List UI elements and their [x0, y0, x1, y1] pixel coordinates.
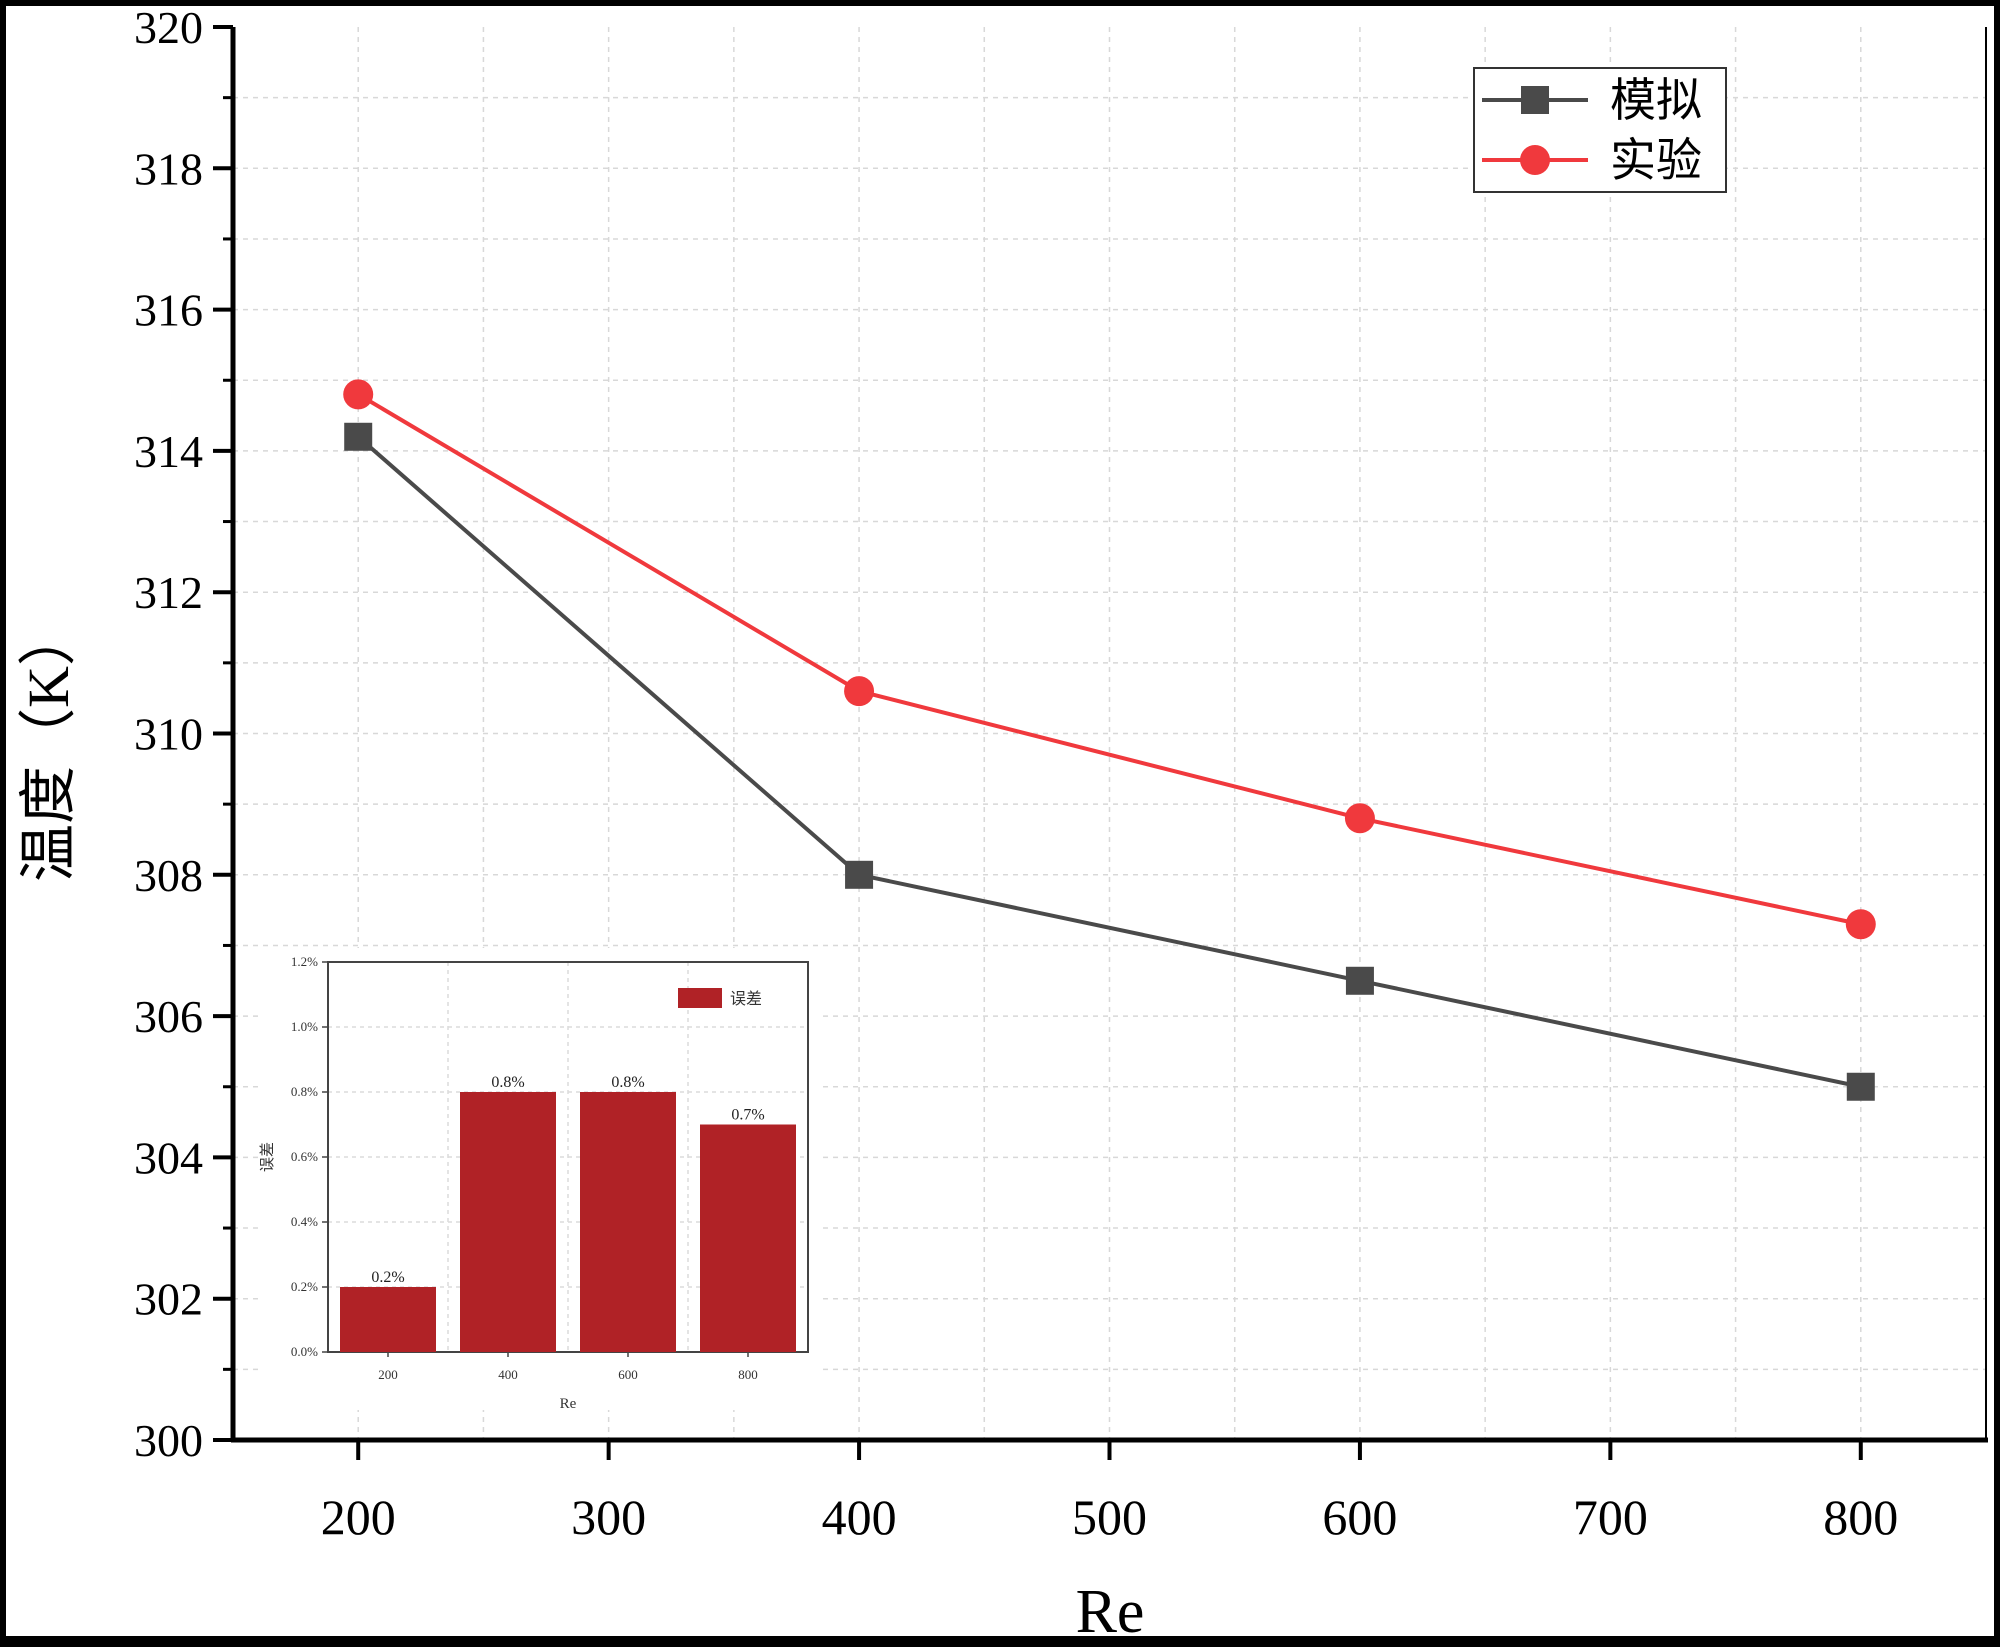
x-tick-label: 600 — [1322, 1489, 1397, 1545]
x-tick-label: 500 — [1072, 1489, 1147, 1545]
inset-y-axis-title: 误差 — [259, 1142, 276, 1172]
data-point-square — [1846, 1072, 1875, 1101]
y-tick-label: 312 — [134, 567, 203, 618]
x-tick-label: 300 — [571, 1489, 646, 1545]
inset-bar-value-label: 0.2% — [371, 1269, 404, 1286]
legend-box — [1473, 67, 1727, 193]
x-tick-label: 700 — [1573, 1489, 1648, 1545]
inset-y-tick-label: 1.2% — [291, 954, 318, 969]
inset-bar-value-label: 0.8% — [611, 1074, 644, 1091]
data-point-circle — [844, 676, 875, 707]
inset-y-tick-label: 0.2% — [291, 1279, 318, 1294]
series-line-0 — [356, 435, 1862, 1089]
legend-label: 模拟 — [1610, 75, 1702, 126]
inset-y-tick-label: 1.0% — [291, 1019, 318, 1034]
inset-bar-chart: 0.0% 0.2% 0.4% 0.6% 0.8% 1.0% 1.2% 0.2% 200 0.8% 4… — [259, 948, 822, 1412]
legend-marker-circle — [1520, 145, 1550, 175]
inset-bar — [460, 1092, 556, 1352]
inset-legend-label: 误差 — [730, 990, 762, 1008]
inset-bar — [700, 1124, 796, 1352]
main-ticks: 300 302 304 306 308 310 312 314 316 318 320 200 300 4… — [16, 2, 1898, 1646]
y-tick-label: 318 — [134, 143, 203, 194]
inset-y-tick-label: 0.0% — [291, 1344, 318, 1359]
inset-y-tick-label: 0.4% — [291, 1214, 318, 1229]
x-tick-label: 400 — [822, 1489, 897, 1545]
data-point-square — [344, 422, 373, 451]
inset-legend-swatch — [678, 988, 722, 1008]
main-axes — [230, 27, 1988, 1443]
y-tick-label: 314 — [134, 426, 203, 477]
inset-x-tick-label: 600 — [618, 1367, 638, 1382]
inset-x-tick-label: 200 — [378, 1367, 398, 1382]
main-series — [343, 379, 1876, 1101]
y-tick-label: 300 — [134, 1415, 203, 1466]
y-tick-label: 320 — [134, 2, 203, 53]
x-tick-label: 200 — [321, 1489, 396, 1545]
inset-bar-value-label: 0.8% — [491, 1074, 524, 1091]
y-tick-label: 306 — [134, 991, 203, 1042]
inset-x-axis-title: Re — [560, 1396, 577, 1412]
y-tick-label: 302 — [134, 1274, 203, 1325]
data-point-circle — [1344, 803, 1375, 834]
inset-bar — [580, 1092, 676, 1352]
y-tick-label: 304 — [134, 1132, 203, 1183]
inset-x-tick-label: 800 — [738, 1367, 758, 1382]
y-tick-label: 310 — [134, 709, 203, 760]
y-axis-title: 温度（K） — [16, 608, 81, 882]
data-point-circle — [1845, 909, 1876, 940]
inset-bar-value-label: 0.7% — [731, 1107, 764, 1124]
data-point-square — [1345, 966, 1374, 995]
series-line-1 — [357, 392, 1862, 927]
x-tick-label: 800 — [1823, 1489, 1898, 1545]
y-tick-label: 308 — [134, 850, 203, 901]
data-point-circle — [343, 379, 374, 410]
inset-x-tick-label: 400 — [498, 1367, 518, 1382]
inset-y-tick-label: 0.6% — [291, 1149, 318, 1164]
x-axis-title: Re — [1076, 1578, 1145, 1642]
inset-y-tick-label: 0.8% — [291, 1084, 318, 1099]
inset-bar — [340, 1287, 436, 1352]
y-tick-label: 316 — [134, 285, 203, 336]
legend-marker-square — [1521, 86, 1549, 114]
legend-label: 实验 — [1610, 135, 1702, 186]
data-point-square — [845, 860, 874, 889]
